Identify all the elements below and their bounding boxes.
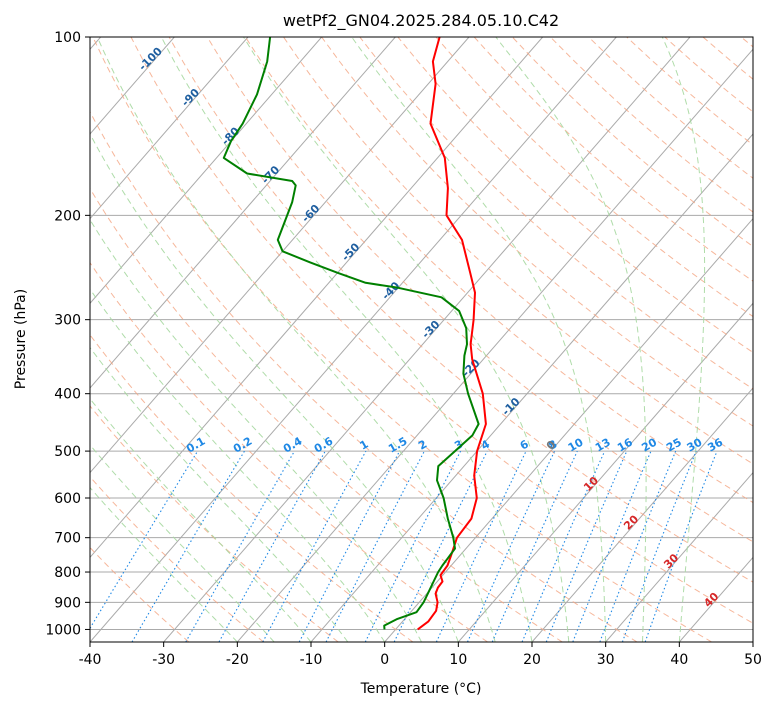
isotherm-line [457,302,753,642]
mixing-ratio-line [491,450,578,642]
dry-adiabat-line [90,546,190,642]
isotherm-line [90,37,470,474]
y-tick-label: 700 [54,531,81,547]
isotherm-line [163,37,691,642]
dry-adiabat-line [244,37,753,504]
x-tick-label: 10 [449,652,467,668]
dewpoint-profile [222,37,480,630]
isotherm-line [236,48,753,642]
moist-adiabat-line [90,218,422,642]
dry-adiabat-line [90,405,339,642]
moist-adiabat-line [90,288,386,642]
isotherm-line [384,217,753,642]
moist-adiabat-line [243,37,570,642]
moist-adiabat-line [160,37,533,642]
mixing-ratio-line [298,450,401,642]
isotherm-line [90,37,617,642]
mixing-ratio-line [621,450,697,642]
isotherm-line [90,37,396,389]
dry-adiabat-line [90,334,414,642]
isotherm-line [531,387,753,642]
moist-adiabat-line [90,132,459,642]
x-tick-label: -10 [300,652,323,668]
mixing-ratio-line [599,450,677,642]
dry-adiabat-line [90,475,264,642]
moist-adiabat-line [90,444,275,642]
x-tick-label: -30 [152,652,175,668]
y-tick-label: 800 [54,565,81,581]
x-tick-label: 50 [744,652,762,668]
y-axis-label: Pressure (hPa) [13,289,29,389]
isotherm-line [605,471,753,642]
isotherm-line [90,37,249,220]
dry-adiabat-line [90,187,563,642]
x-axis-label: Temperature (°C) [360,681,482,697]
mixing-ratio-line [218,450,326,642]
moist-adiabat-line [495,37,647,642]
y-tick-label: 1000 [45,622,81,638]
mixing-ratio-line [262,450,367,642]
x-tick-label: 0 [380,652,389,668]
isotherm-line [90,37,544,559]
moist-adiabat-line [96,37,496,642]
dry-adiabat-line [435,37,753,318]
y-tick-label: 600 [54,491,81,507]
x-tick-label: 40 [670,652,688,668]
axes: -40 -30 -20 -10 0 10 20 30 40 50 100 200 300 400 500 60… [45,30,762,668]
x-tick-label: 20 [523,652,541,668]
x-tick-label: -20 [226,652,249,668]
y-tick-label: 500 [54,444,81,460]
moist-adiabat-line [90,346,349,642]
y-tick-label: 900 [54,595,81,611]
dry-adiabat-line [168,37,753,583]
plot-frame [89,36,754,643]
dry-adiabat-line [130,37,753,624]
mixing-ratio-line [521,450,606,642]
temperature-profile [417,37,487,631]
y-tick-label: 300 [54,313,81,329]
mixing-ratio-line [545,450,628,642]
dry-adiabat-line [397,37,753,354]
moist-adiabat-line [661,37,706,642]
dry-adiabat-line [90,110,638,642]
dry-adiabat-line [206,37,753,543]
moist-adiabat-line [351,37,607,642]
x-tick-label: 30 [597,652,615,668]
y-tick-label: 100 [54,30,81,46]
mixing-ratio-line [90,450,199,630]
y-tick-label: 400 [54,387,81,403]
y-tick-label: 200 [54,208,81,224]
chart-title: wetPf2_GN04.2025.284.05.10.C42 [283,11,559,31]
dry-adiabat-line [90,261,488,642]
mixing-ratio-line [364,450,462,642]
mixing-ratio-line [644,450,718,642]
mixing-ratio-line [572,450,652,642]
moist-adiabat-line [90,397,312,642]
x-tick-label: -40 [79,652,102,668]
